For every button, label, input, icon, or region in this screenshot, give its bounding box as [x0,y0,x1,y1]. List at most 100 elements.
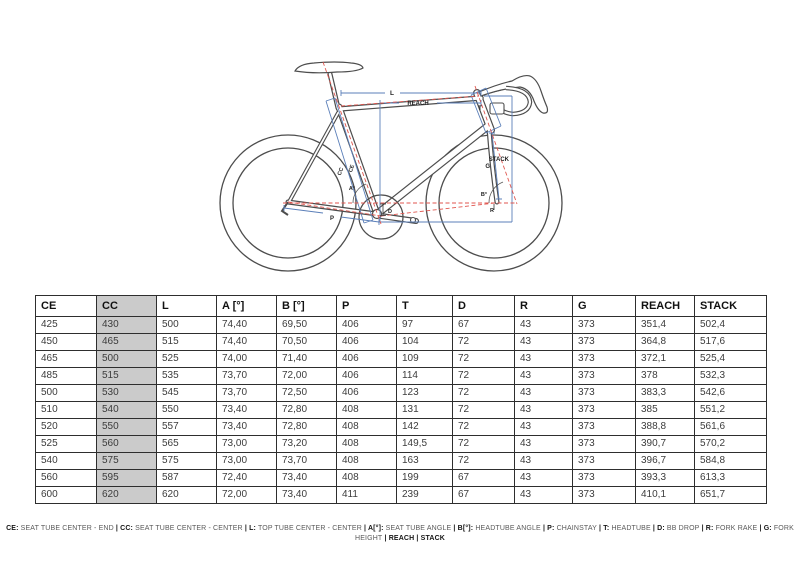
table-cell: 408 [336,435,397,453]
geometry-table: CE CC L A [°] B [°] P T D R G REACH STACK 425 430 500… [35,295,767,504]
table-cell: 406 [336,367,397,385]
table-cell: 43 [514,350,573,368]
table-cell: 372,1 [635,350,695,368]
table-cell: 396,7 [635,452,695,470]
table-cell: 73,00 [216,435,277,453]
table-cell: 373 [572,401,636,419]
table-cell: 500 [35,384,97,402]
table-cell: 73,40 [276,486,337,504]
table-cell: 43 [514,367,573,385]
bar-end [489,102,505,115]
legend-key: L: [249,525,256,532]
table-cell: 408 [336,469,397,487]
label-seat-angle: A° [349,186,355,192]
table-cell: 406 [336,333,397,351]
column-header: REACH [635,295,695,317]
table-cell: 408 [336,418,397,436]
table-cell: 149,5 [396,435,453,453]
table-cell: 373 [572,384,636,402]
measurement-lines [283,87,513,225]
table-cell: 199 [396,469,453,487]
column-header: L [156,295,217,317]
table-cell: 73,70 [216,384,277,402]
column-header: G [572,295,636,317]
legend-key: CC: [120,525,134,532]
table-cell: 378 [635,367,695,385]
head-angle-arc [488,181,504,204]
table-cell: 131 [396,401,453,419]
table-cell: 425 [35,316,97,334]
angle-arcs [352,181,504,204]
label-head-angle: B° [481,192,487,198]
legend-key: D: [657,525,665,532]
table-row: 485 515 535 73,70 72,00 406 114 72 43 373 378 532,3 [35,367,767,385]
column-header: STACK [694,295,767,317]
table-cell: 383,3 [635,384,695,402]
table-row: 510 540 550 73,40 72,80 408 131 72 43 373 385 551,2 [35,401,767,419]
table-cell: 500 [96,350,157,368]
table-cell: 525,4 [694,350,767,368]
table-cell: 515 [156,333,217,351]
table-cell: 97 [396,316,453,334]
table-cell: 74,40 [216,316,277,334]
table-row: 525 560 565 73,00 73,20 408 149,5 72 43 373 390,7 5… [35,435,767,453]
label-bb-drop: D [388,209,392,215]
table-cell: 565 [156,435,217,453]
table-cell: 595 [96,469,157,487]
table-cell: 465 [96,333,157,351]
table-row: 520 550 557 73,40 72,80 408 142 72 43 373 388,8 561… [35,418,767,436]
table-cell: 570,2 [694,435,767,453]
table-cell: 587 [156,469,217,487]
table-cell: 520 [35,418,97,436]
legend-key: B[°]: [457,525,474,532]
table-cell: 408 [336,401,397,419]
table-cell: 373 [572,418,636,436]
table-cell: 393,3 [635,469,695,487]
table-cell: 373 [572,452,636,470]
table-cell: 373 [572,469,636,487]
column-header: T [396,295,453,317]
column-header: B [°] [276,295,337,317]
table-cell: 485 [35,367,97,385]
legend-key: REACH [388,535,415,542]
legend: CE: SEAT TUBE CENTER - END | CC: SEAT TU… [6,525,794,542]
table-cell: 373 [572,333,636,351]
column-header: D [452,295,515,317]
label-seat-tube-cc: CC [337,167,345,177]
table-cell: 465 [35,350,97,368]
table-cell: 560 [96,435,157,453]
table-cell: 620 [156,486,217,504]
legend-key: P: [547,525,555,532]
reference-axes [283,61,518,225]
bike-geometry-diagram: L REACH T STACK G CC CE A° B° D P R [219,61,563,272]
table-cell: 373 [572,435,636,453]
table-cell: 114 [396,367,453,385]
table-cell: 43 [514,469,573,487]
table-cell: 510 [35,401,97,419]
label-stack: STACK [489,157,510,163]
legend-separator: | [650,525,658,532]
table-cell: 72 [452,452,515,470]
table-cell: 364,8 [635,333,695,351]
table-cell: 550 [96,418,157,436]
table-cell: 142 [396,418,453,436]
table-cell: 575 [96,452,157,470]
table-cell: 450 [35,333,97,351]
table-cell: 73,70 [216,367,277,385]
legend-separator: | [540,525,548,532]
table-cell: 43 [514,418,573,436]
table-cell: 72,80 [276,418,337,436]
table-cell: 373 [572,486,636,504]
chainring [358,194,404,240]
table-row: 500 530 545 73,70 72,50 406 123 72 43 373 383,3 542… [35,384,767,402]
table-cell: 72 [452,435,515,453]
table-cell: 67 [452,316,515,334]
table-cell: 73,20 [276,435,337,453]
table-cell: 373 [572,350,636,368]
column-header: R [514,295,573,317]
table-cell: 109 [396,350,453,368]
table-cell: 72,50 [276,384,337,402]
legend-separator: | [699,525,706,532]
table-cell: 43 [514,384,573,402]
